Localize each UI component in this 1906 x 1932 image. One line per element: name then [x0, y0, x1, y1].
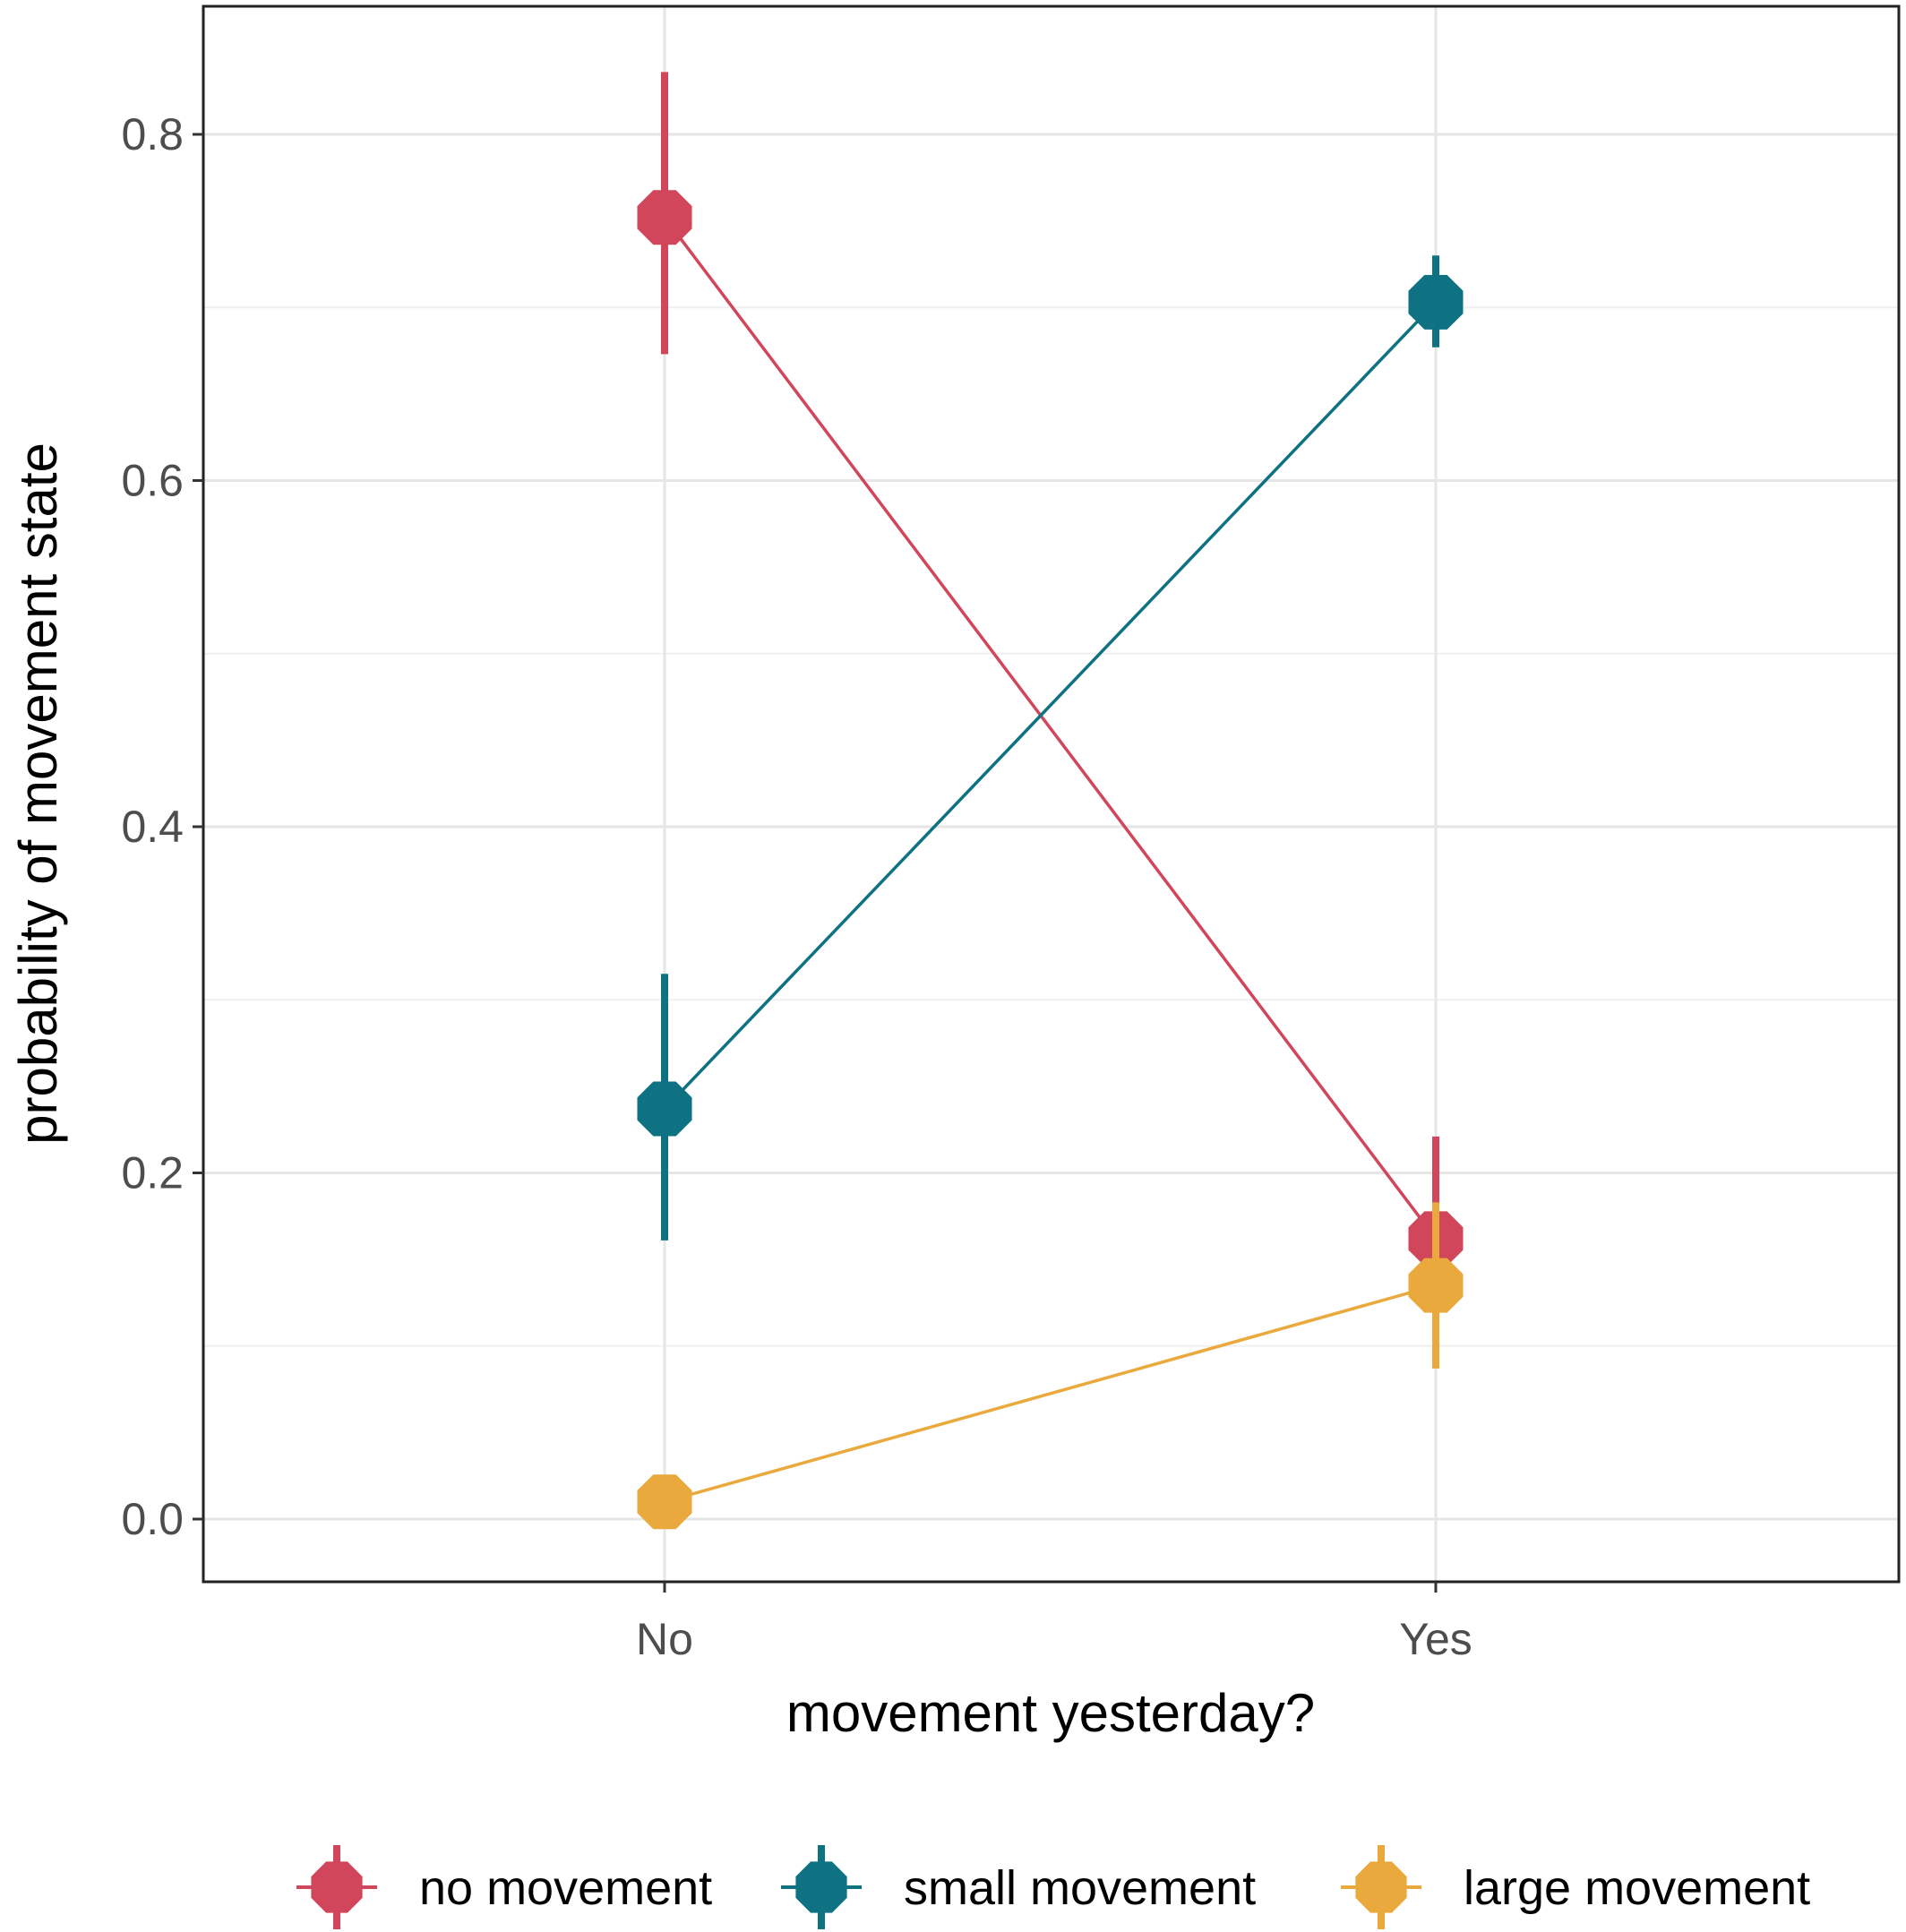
y-tick-label: 0.0: [121, 1494, 184, 1544]
grid: [203, 6, 1899, 1582]
y-tick-label: 0.8: [121, 109, 184, 159]
legend-item: no movement: [296, 1845, 712, 1929]
y-tick-label: 0.2: [121, 1148, 184, 1198]
x-axis-title: movement yesterday?: [786, 1683, 1315, 1743]
data-point: [637, 1081, 692, 1137]
series-large-movement: [637, 1202, 1464, 1530]
y-axis-title: probability of movement state: [8, 442, 68, 1145]
y-axis-ticks: 0.0 0.2 0.4 0.6 0.8: [121, 109, 203, 1544]
legend: no movement small movement large movement: [296, 1845, 1810, 1929]
x-axis-ticks: No Yes: [636, 1582, 1472, 1664]
data-point: [1408, 1258, 1464, 1313]
legend-key-point: [795, 1861, 847, 1913]
series-layer: [637, 72, 1464, 1530]
series-small-movement: [637, 255, 1464, 1241]
series-line: [663, 216, 1438, 1240]
legend-label: small movement: [904, 1861, 1256, 1915]
legend-key-point: [1355, 1861, 1407, 1913]
series-line: [664, 1284, 1437, 1504]
legend-item: large movement: [1341, 1845, 1810, 1929]
data-point: [637, 190, 692, 245]
x-tick-label: No: [636, 1614, 693, 1664]
panel-border: [202, 4, 1901, 1584]
series-no-movement: [637, 72, 1464, 1324]
legend-key-point: [311, 1861, 363, 1913]
x-tick-label: Yes: [1399, 1614, 1472, 1664]
data-point: [637, 1474, 692, 1530]
series-line: [663, 301, 1438, 1111]
legend-label: large movement: [1464, 1861, 1810, 1915]
legend-label: no movement: [419, 1861, 712, 1915]
data-point: [1408, 275, 1464, 330]
y-tick-label: 0.4: [121, 802, 184, 852]
legend-item: small movement: [781, 1845, 1256, 1929]
y-tick-label: 0.6: [121, 456, 184, 506]
